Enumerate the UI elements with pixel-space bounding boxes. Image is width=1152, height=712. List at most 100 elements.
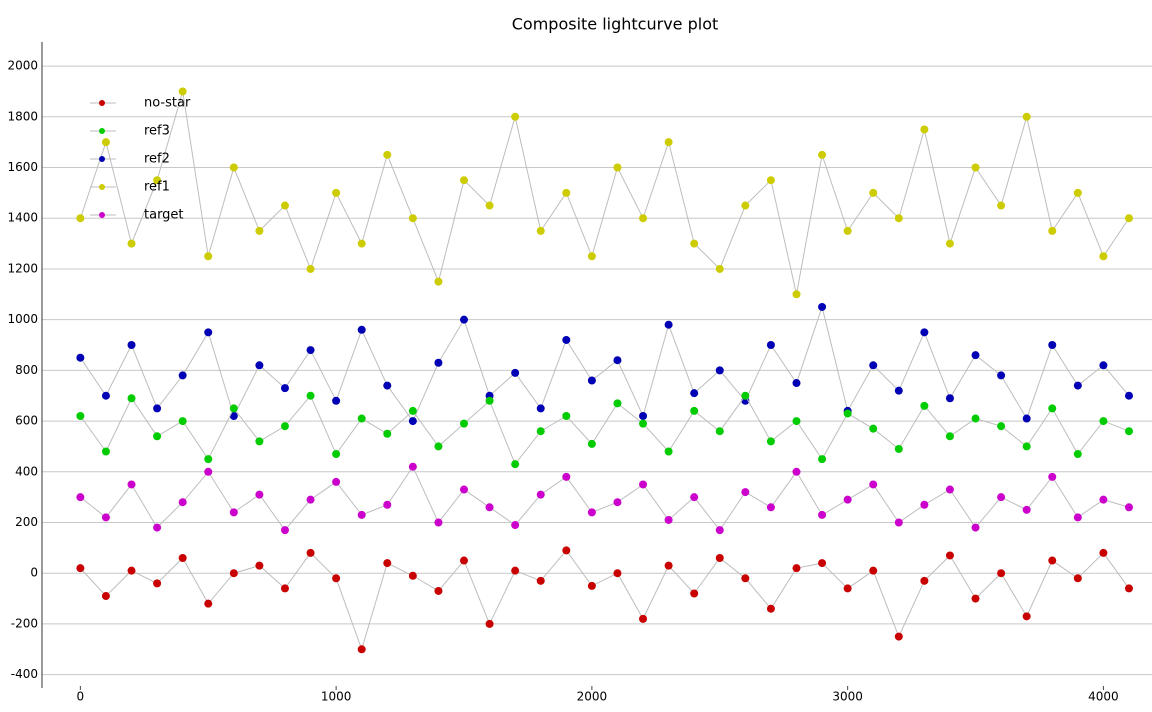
legend-marker [99, 100, 105, 106]
data-point [613, 356, 622, 365]
data-point [1073, 188, 1082, 197]
data-point [460, 315, 469, 324]
legend-label: ref1 [144, 180, 170, 195]
data-point [76, 214, 85, 223]
data-point [869, 566, 878, 575]
data-point [843, 584, 852, 593]
data-point [434, 586, 443, 595]
data-point [1124, 214, 1133, 223]
data-point [536, 226, 545, 235]
data-point [153, 523, 162, 532]
data-point [153, 404, 162, 413]
data-point [408, 417, 417, 426]
data-point [945, 432, 954, 441]
data-point [1073, 513, 1082, 522]
data-point [843, 495, 852, 504]
data-point [869, 361, 878, 370]
x-tick-label: 2000 [577, 690, 608, 704]
data-point [306, 264, 315, 273]
data-point [741, 391, 750, 400]
data-point [715, 554, 724, 563]
data-point [1022, 612, 1031, 621]
y-tick-label: 1600 [7, 160, 38, 174]
data-point [101, 138, 110, 147]
data-point [280, 384, 289, 393]
data-point [76, 493, 85, 502]
data-point [255, 361, 264, 370]
data-point [945, 485, 954, 494]
data-point [997, 569, 1006, 578]
data-point [101, 592, 110, 601]
data-point [562, 335, 571, 344]
data-point [1124, 584, 1133, 593]
data-point [587, 252, 596, 261]
series-line [79, 305, 1130, 423]
data-point [255, 561, 264, 570]
data-point [280, 201, 289, 210]
data-point [332, 450, 341, 459]
data-point [204, 455, 213, 464]
data-point [843, 226, 852, 235]
data-point [587, 508, 596, 517]
data-point [408, 406, 417, 415]
data-point [229, 569, 238, 578]
data-point [434, 358, 443, 367]
data-point [460, 419, 469, 428]
data-point [562, 188, 571, 197]
data-point [127, 239, 136, 248]
data-point [1073, 574, 1082, 583]
data-point [792, 379, 801, 388]
data-point [971, 594, 980, 603]
legend-label: ref2 [144, 152, 170, 167]
data-point [332, 477, 341, 486]
data-point [715, 264, 724, 273]
x-tick-label: 3000 [832, 690, 863, 704]
data-point [715, 366, 724, 375]
data-point [1022, 442, 1031, 451]
data-point [869, 480, 878, 489]
data-point [920, 401, 929, 410]
data-point [511, 460, 520, 469]
data-point [511, 566, 520, 575]
data-point [1099, 548, 1108, 557]
data-point [1022, 505, 1031, 514]
data-point [945, 551, 954, 560]
data-point [715, 526, 724, 535]
data-point [766, 503, 775, 512]
data-point [1099, 495, 1108, 504]
data-point [357, 325, 366, 334]
data-point [613, 569, 622, 578]
data-point [894, 386, 903, 395]
data-point [1099, 417, 1108, 426]
data-point [1124, 391, 1133, 400]
data-point [945, 394, 954, 403]
data-point [639, 412, 648, 421]
data-point [1048, 556, 1057, 565]
y-tick-label: 1200 [7, 261, 38, 275]
data-point [639, 214, 648, 223]
data-point [511, 521, 520, 530]
data-point [306, 495, 315, 504]
data-point [792, 564, 801, 573]
data-point [587, 581, 596, 590]
data-point [536, 404, 545, 413]
data-point [434, 442, 443, 451]
series-line [80, 465, 1130, 531]
data-point [204, 328, 213, 337]
data-point [178, 554, 187, 563]
data-point [383, 559, 392, 568]
data-point [664, 320, 673, 329]
series-line [79, 549, 1130, 651]
data-point [485, 503, 494, 512]
data-point [204, 599, 213, 608]
data-point [869, 188, 878, 197]
data-point [997, 493, 1006, 502]
data-point [460, 176, 469, 185]
data-point [766, 437, 775, 446]
data-point [1048, 226, 1057, 235]
data-point [1124, 427, 1133, 436]
data-point [332, 574, 341, 583]
data-point [536, 576, 545, 585]
data-point [408, 462, 417, 471]
